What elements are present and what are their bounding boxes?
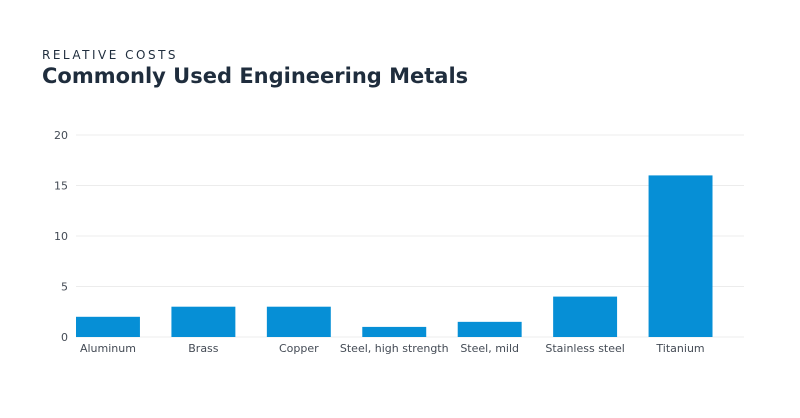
x-axis-ticks: Aluminum Brass Copper Steel, high strength S… — [80, 342, 705, 355]
x-tick-label: Aluminum — [80, 342, 136, 355]
bar — [457, 321, 522, 337]
bar — [171, 306, 236, 337]
y-tick-label: 15 — [54, 180, 68, 193]
chart-subtitle: RELATIVE COSTS — [42, 48, 179, 62]
x-tick-label: Steel, high strength — [340, 342, 449, 355]
y-tick-label: 10 — [54, 230, 68, 243]
x-tick-label: Copper — [279, 342, 319, 355]
bar — [648, 175, 713, 337]
y-tick-label: 0 — [61, 331, 68, 344]
bar — [266, 306, 331, 337]
y-tick-label: 5 — [61, 281, 68, 294]
y-tick-label: 20 — [54, 129, 68, 142]
bar — [553, 296, 618, 337]
chart-title: Commonly Used Engineering Metals — [42, 64, 469, 88]
x-tick-label: Steel, mild — [460, 342, 519, 355]
x-tick-label: Stainless steel — [545, 342, 624, 355]
bars — [76, 175, 713, 337]
y-axis-ticks: 0 5 10 15 20 — [54, 129, 68, 344]
bar — [76, 316, 140, 337]
x-tick-label: Brass — [188, 342, 219, 355]
bar — [362, 326, 427, 337]
x-tick-label: Titanium — [655, 342, 704, 355]
